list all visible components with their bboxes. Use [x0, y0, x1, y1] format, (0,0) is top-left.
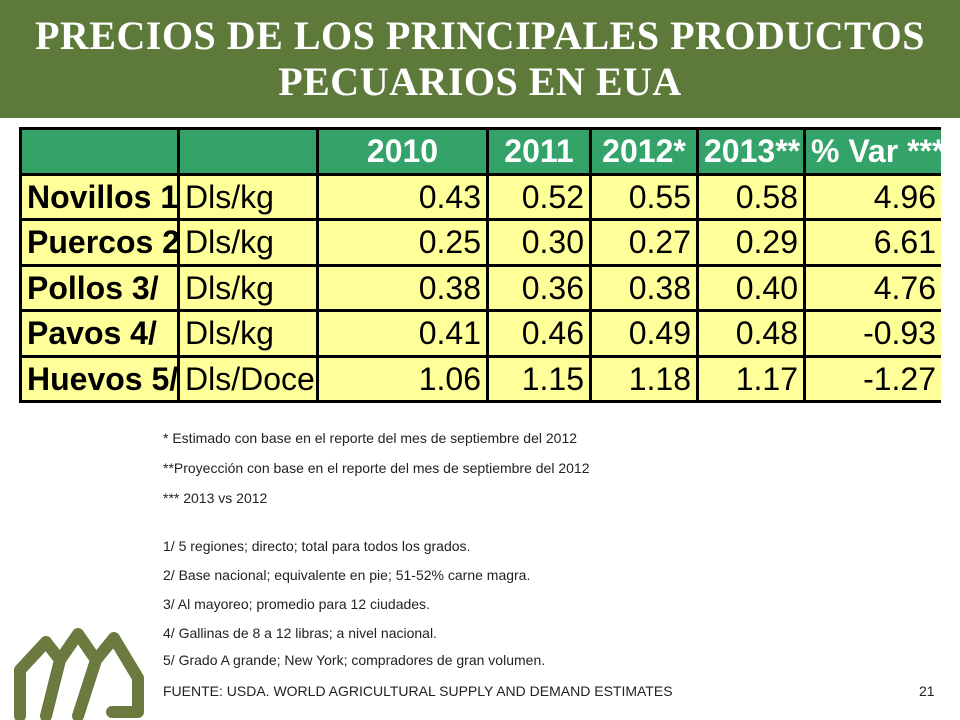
value-cell: -1.27 [806, 357, 941, 400]
value-cell: 0.46 [489, 312, 589, 355]
table-row: Novillos 1/ Dls/kg 0.43 0.52 0.55 0.58 4… [22, 175, 941, 218]
table-row: Pollos 3/ Dls/kg 0.38 0.36 0.38 0.40 4.7… [22, 266, 941, 309]
value-cell: 0.30 [489, 221, 589, 264]
footnote-1: 1/ 5 regiones; directo; total para todos… [163, 538, 471, 554]
header-cell-product [22, 130, 177, 173]
header-cell-2013: 2013** [699, 130, 803, 173]
value-cell: 0.27 [592, 221, 696, 264]
value-cell: 0.49 [592, 312, 696, 355]
product-cell: Pavos 4/ [22, 312, 177, 355]
unit-cell: Dls/kg [180, 175, 316, 218]
header-cell-2010: 2010 [319, 130, 486, 173]
value-cell: 4.76 [806, 266, 941, 309]
value-cell: 6.61 [806, 221, 941, 264]
table-row: Puercos 2/ Dls/kg 0.25 0.30 0.27 0.29 6.… [22, 221, 941, 264]
product-cell: Pollos 3/ [22, 266, 177, 309]
prices-table: 2010 2011 2012* 2013** % Var *** Novillo… [19, 127, 944, 403]
value-cell: 4.96 [806, 175, 941, 218]
table-row: Pavos 4/ Dls/kg 0.41 0.46 0.49 0.48 -0.9… [22, 312, 941, 355]
value-cell: 0.25 [319, 221, 486, 264]
value-cell: 0.58 [699, 175, 803, 218]
value-cell: 0.40 [699, 266, 803, 309]
table-row: Huevos 5/ Dls/Docena 1.06 1.15 1.18 1.17… [22, 357, 941, 400]
value-cell: 1.15 [489, 357, 589, 400]
product-cell: Novillos 1/ [22, 175, 177, 218]
footnote-projection: **Proyección con base en el reporte del … [163, 460, 590, 476]
page-number: 21 [919, 683, 935, 699]
value-cell: 0.55 [592, 175, 696, 218]
footnote-4: 4/ Gallinas de 8 a 12 libras; a nivel na… [163, 625, 437, 641]
prices-table-container: 2010 2011 2012* 2013** % Var *** Novillo… [19, 127, 941, 403]
value-cell: 0.29 [699, 221, 803, 264]
value-cell: 0.38 [319, 266, 486, 309]
footnote-2: 2/ Base nacional; equivalente en pie; 51… [163, 567, 531, 583]
header-cell-2011: 2011 [489, 130, 589, 173]
header-cell-2012: 2012* [592, 130, 696, 173]
footnote-variation: *** 2013 vs 2012 [163, 490, 268, 506]
table-header-row: 2010 2011 2012* 2013** % Var *** [22, 130, 941, 173]
value-cell: 0.48 [699, 312, 803, 355]
value-cell: 0.38 [592, 266, 696, 309]
header-cell-var: % Var *** [806, 130, 941, 173]
mountains-logo-icon [14, 628, 144, 720]
unit-cell: Dls/kg [180, 221, 316, 264]
value-cell: 0.52 [489, 175, 589, 218]
page-title-line-1: PRECIOS DE LOS PRINCIPALES PRODUCTOS [34, 13, 925, 58]
page-title-line-2: PECUARIOS EN EUA [278, 59, 682, 104]
footnote-3: 3/ Al mayoreo; promedio para 12 ciudades… [163, 596, 430, 612]
product-cell: Huevos 5/ [22, 357, 177, 400]
unit-cell: Dls/Docena [180, 357, 316, 400]
footnote-5: 5/ Grado A grande; New York; compradores… [163, 652, 546, 668]
value-cell: 0.41 [319, 312, 486, 355]
value-cell: -0.93 [806, 312, 941, 355]
header-cell-unit [180, 130, 316, 173]
value-cell: 1.06 [319, 357, 486, 400]
footnote-estimate: * Estimado con base en el reporte del me… [163, 430, 578, 446]
value-cell: 0.43 [319, 175, 486, 218]
title-bar: PRECIOS DE LOS PRINCIPALES PRODUCTOS PEC… [0, 0, 960, 118]
unit-cell: Dls/kg [180, 266, 316, 309]
product-cell: Puercos 2/ [22, 221, 177, 264]
unit-cell: Dls/kg [180, 312, 316, 355]
value-cell: 1.17 [699, 357, 803, 400]
value-cell: 0.36 [489, 266, 589, 309]
source-note: FUENTE: USDA. WORLD AGRICULTURAL SUPPLY … [163, 683, 673, 699]
value-cell: 1.18 [592, 357, 696, 400]
